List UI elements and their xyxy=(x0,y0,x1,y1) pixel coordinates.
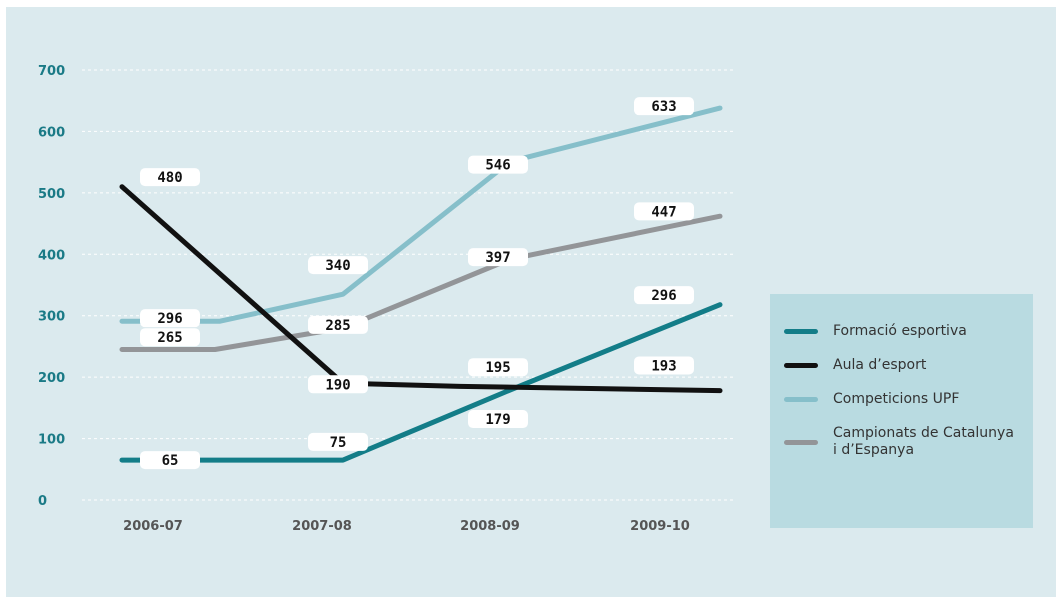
data-label: 195 xyxy=(468,358,528,377)
series-line xyxy=(119,184,723,394)
y-tick-label: 200 xyxy=(38,371,65,386)
data-label-text: 447 xyxy=(651,204,676,220)
data-label: 285 xyxy=(308,315,368,334)
data-label-bg xyxy=(308,315,368,334)
data-label-text: 265 xyxy=(157,330,182,346)
data-label-bg xyxy=(308,375,368,394)
data-label-text: 633 xyxy=(651,99,676,115)
series-line xyxy=(119,213,723,352)
data-label-text: 296 xyxy=(157,311,182,327)
legend-label: Campionats de Catalunya i d’Espanya xyxy=(833,425,1014,458)
data-label-text: 397 xyxy=(485,250,510,266)
series-line xyxy=(119,105,723,324)
legend-item-formacio: Formació esportiva xyxy=(784,323,1018,340)
data-label-text: 190 xyxy=(325,377,350,393)
data-label-bg xyxy=(308,432,368,451)
data-label-bg xyxy=(634,286,694,305)
series-line xyxy=(119,302,723,463)
data-label-text: 65 xyxy=(162,453,179,469)
series-lines xyxy=(119,105,723,463)
data-label-text: 193 xyxy=(651,358,676,374)
data-label: 296 xyxy=(634,286,694,305)
legend-swatch xyxy=(784,439,818,445)
grid-lines xyxy=(82,69,735,501)
legend-item-competicions: Competicions UPF xyxy=(784,391,1018,408)
x-tick-label: 2008-09 xyxy=(460,519,520,534)
data-label-bg xyxy=(140,168,200,187)
data-label: 296 xyxy=(140,309,200,328)
data-label: 65 xyxy=(140,451,200,470)
legend-swatch xyxy=(784,329,818,334)
data-label: 179 xyxy=(468,410,528,429)
data-label-bg xyxy=(634,356,694,375)
data-label-text: 546 xyxy=(485,158,510,174)
x-tick-label: 2007-08 xyxy=(292,519,352,534)
data-label-bg xyxy=(634,97,694,116)
data-label: 190 xyxy=(308,375,368,394)
data-label-bg xyxy=(468,248,528,267)
data-label-text: 285 xyxy=(325,318,350,334)
legend: Formació esportiva Aula d’esport Competi… xyxy=(770,294,1033,528)
legend-item-campionats: Campionats de Catalunya i d’Espanya xyxy=(784,425,1018,459)
data-label: 480 xyxy=(140,168,200,187)
data-label: 546 xyxy=(468,155,528,174)
data-label-bg xyxy=(468,358,528,377)
legend-swatch xyxy=(784,397,818,402)
legend-label: Aula d’esport xyxy=(833,357,927,373)
y-tick-label: 100 xyxy=(38,433,65,448)
data-label-text: 179 xyxy=(485,412,510,428)
data-label-bg xyxy=(634,202,694,221)
data-label-text: 480 xyxy=(157,170,182,186)
data-label-text: 75 xyxy=(330,435,347,451)
x-tick-label: 2006-07 xyxy=(123,519,183,534)
data-label-bg xyxy=(468,155,528,174)
data-label: 193 xyxy=(634,356,694,375)
y-tick-label: 400 xyxy=(38,248,65,263)
legend-label: Formació esportiva xyxy=(833,323,967,339)
data-label-bg xyxy=(140,309,200,328)
y-tick-label: 600 xyxy=(38,125,65,140)
data-label: 633 xyxy=(634,97,694,116)
data-label-text: 340 xyxy=(325,258,350,274)
data-label-text: 195 xyxy=(485,360,510,376)
data-label-bg xyxy=(468,410,528,429)
y-tick-label: 300 xyxy=(38,310,65,325)
y-tick-label: 500 xyxy=(38,187,65,202)
data-label-bg xyxy=(308,256,368,275)
y-axis: 0 100 200 300 400 500 600 700 xyxy=(38,64,65,509)
data-label: 447 xyxy=(634,202,694,221)
legend-swatch xyxy=(784,363,818,368)
y-tick-label: 0 xyxy=(38,494,47,509)
y-tick-label: 700 xyxy=(38,64,65,79)
legend-item-aula: Aula d’esport xyxy=(784,357,1018,374)
x-tick-label: 2009-10 xyxy=(630,519,690,534)
data-label-bg xyxy=(140,328,200,347)
data-label: 75 xyxy=(308,432,368,451)
data-labels: 65 75 179 296 480 190 195 193 296 340 546 633 265 285… xyxy=(140,97,694,470)
data-label-text: 296 xyxy=(651,288,676,304)
data-label: 340 xyxy=(308,256,368,275)
data-label: 265 xyxy=(140,328,200,347)
legend-label: Competicions UPF xyxy=(833,391,960,407)
data-label: 397 xyxy=(468,248,528,267)
data-label-bg xyxy=(140,451,200,470)
x-axis: 2006-07 2007-08 2008-09 2009-10 xyxy=(123,519,690,534)
